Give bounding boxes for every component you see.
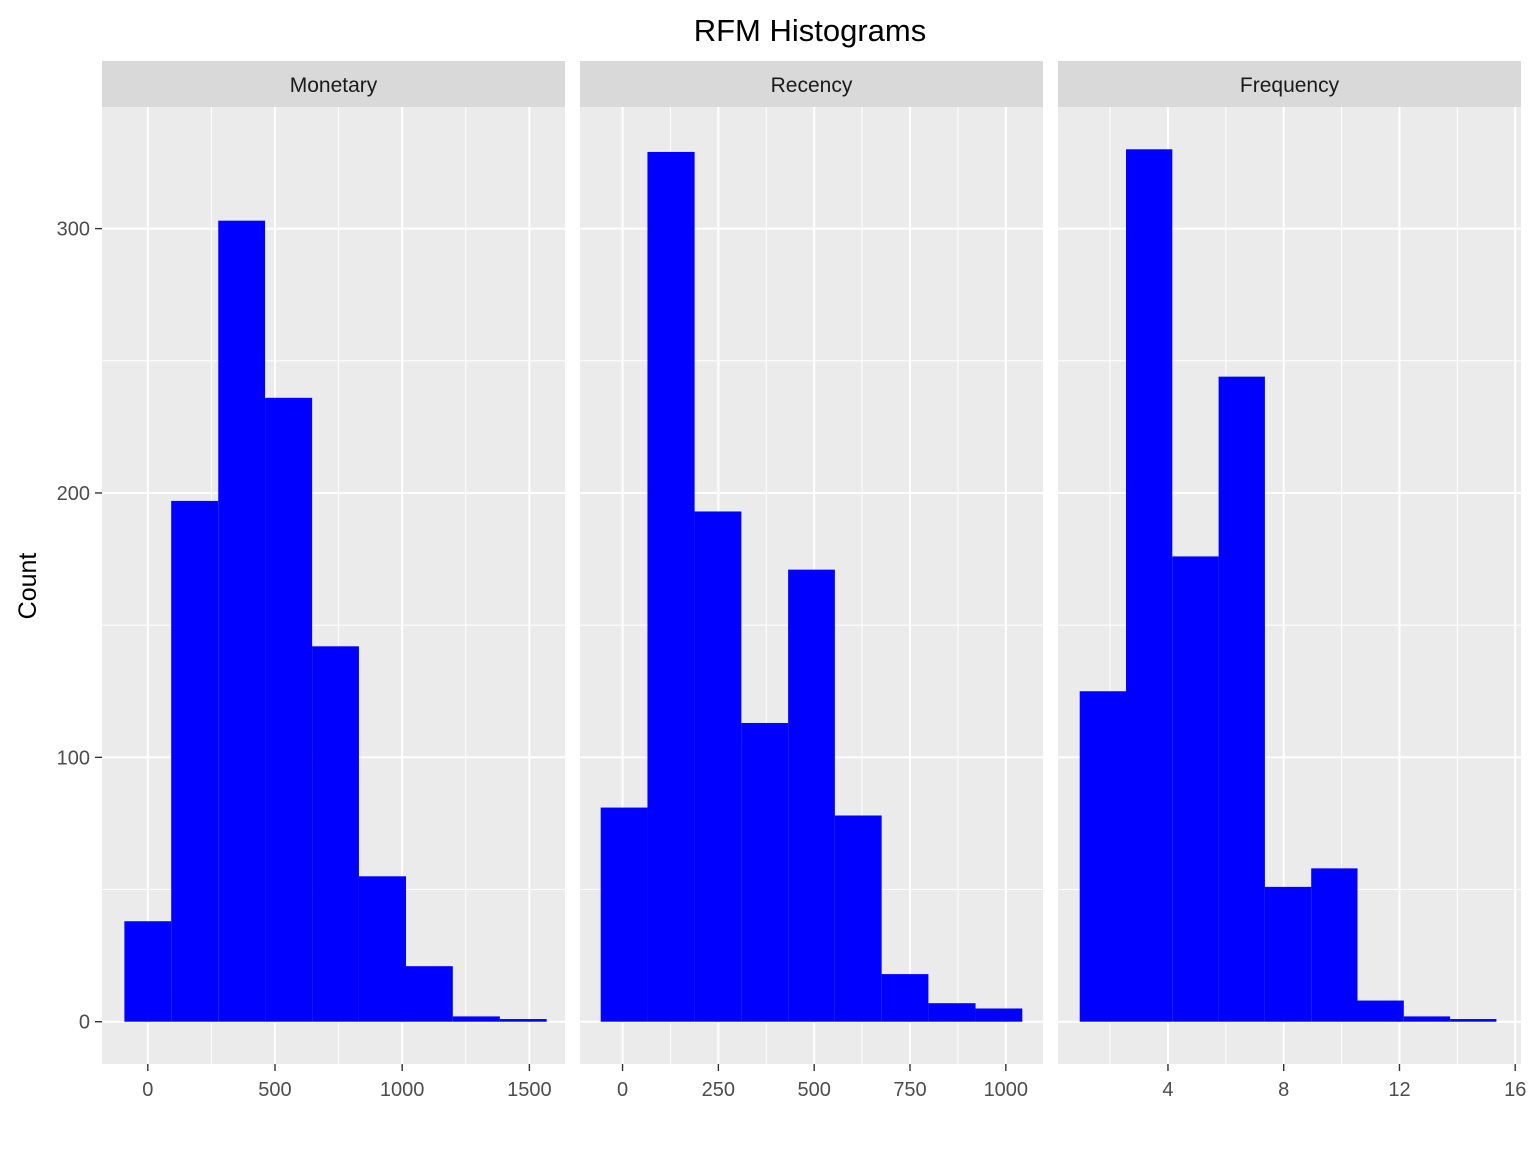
x-tick-label: 1500 [507, 1079, 552, 1101]
histogram-bar [741, 722, 789, 1022]
histogram-bar [452, 1016, 500, 1022]
x-tick-label: 12 [1388, 1079, 1410, 1101]
facet-strip-label: Recency [771, 74, 853, 97]
histogram-bar [1357, 1000, 1404, 1022]
x-tick-label: 1000 [380, 1079, 425, 1101]
histogram-bar [1264, 886, 1312, 1022]
histogram-bar [647, 151, 695, 1022]
y-axis-title: Count [14, 553, 42, 620]
histogram-bar [124, 921, 172, 1022]
y-tick-label: 0 [79, 1012, 90, 1034]
x-tick-label: 500 [258, 1079, 291, 1101]
histogram-bar [218, 220, 266, 1022]
histogram-bar [788, 569, 835, 1022]
histogram-bar [600, 807, 648, 1022]
x-tick-label: 0 [142, 1079, 153, 1101]
histogram-bar [1172, 556, 1219, 1022]
histogram-bar [881, 974, 929, 1022]
facet-strip-label: Monetary [290, 74, 378, 97]
facet-strip [580, 61, 1043, 107]
histogram-bar [1218, 376, 1265, 1022]
histogram-bar [1079, 691, 1127, 1022]
histogram-bar [406, 966, 453, 1022]
histogram-bar [834, 815, 882, 1022]
x-tick-label: 750 [893, 1079, 926, 1101]
facet-monetary: Monetary 0 500 1000 1500 [102, 61, 565, 1101]
y-tick-label: 100 [57, 747, 90, 769]
x-tick-label: 4 [1162, 1079, 1173, 1101]
y-tick-label: 200 [57, 483, 90, 505]
histogram-bar [1450, 1019, 1497, 1022]
x-tick-label: 250 [702, 1079, 735, 1101]
facet-recency: Recency 0 250 500 750 1000 [580, 61, 1043, 1101]
chart-title: RFM Histograms [694, 13, 927, 48]
histogram-bar [928, 1003, 976, 1022]
y-tick-label: 300 [57, 219, 90, 241]
facet-panels: Monetary 0 500 1000 1500 Recency 0 250 500 750 100… [102, 61, 1526, 1101]
histogram-bar [265, 397, 313, 1022]
histogram-bar [1126, 149, 1173, 1022]
histogram-bar [694, 511, 742, 1022]
facet-strip [102, 61, 565, 107]
x-tick-label: 1000 [984, 1079, 1029, 1101]
x-tick-label: 500 [797, 1079, 830, 1101]
x-tick-label: 16 [1504, 1079, 1526, 1101]
histogram-bar [1403, 1016, 1451, 1022]
x-tick-label: 8 [1278, 1079, 1289, 1101]
histogram-bar [171, 500, 219, 1022]
histogram-bar [975, 1008, 1023, 1022]
facet-strip-label: Frequency [1240, 74, 1340, 97]
histogram-bar [358, 876, 407, 1022]
x-tick-label: 0 [617, 1079, 628, 1101]
histogram-bar [312, 646, 359, 1022]
facet-strip [1058, 61, 1521, 107]
histogram-bar [499, 1019, 547, 1022]
histogram-bar [1311, 868, 1358, 1022]
facet-frequency: Frequency 4 8 12 16 [1058, 61, 1526, 1101]
